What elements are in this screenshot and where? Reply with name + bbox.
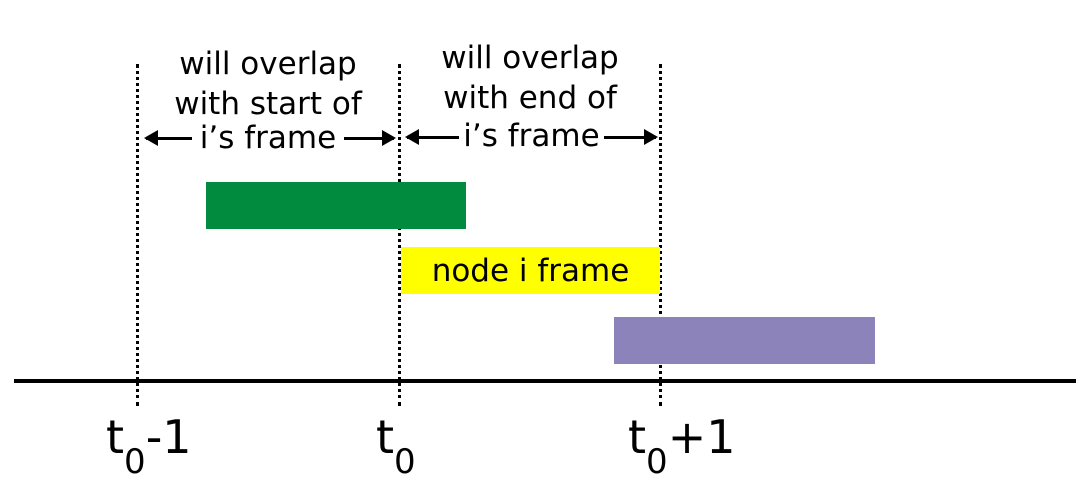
marker-line-t0-plus-1 bbox=[659, 64, 662, 406]
tick-label-t0-minus-1: t0-1 bbox=[106, 414, 192, 479]
right-region-line1: will overlap bbox=[441, 40, 619, 76]
tick-base: t bbox=[376, 410, 395, 464]
node-i-frame-label: node i frame bbox=[431, 252, 630, 289]
tick-label-t0-plus-1: t0+1 bbox=[628, 414, 736, 479]
node-i-frame-bar: node i frame bbox=[401, 247, 660, 294]
left-region-line3: i’s frame bbox=[199, 120, 337, 156]
tick-subscript: 0 bbox=[646, 442, 668, 482]
left-pointing-arrow bbox=[144, 130, 192, 146]
marker-line-t0-minus-1 bbox=[136, 64, 139, 406]
time-axis bbox=[14, 379, 1076, 383]
tick-subscript: 0 bbox=[124, 442, 146, 482]
left-region-line1: will overlap bbox=[179, 46, 357, 82]
marker-line-t0 bbox=[398, 64, 401, 406]
next-frame-bar bbox=[614, 317, 875, 364]
right-region-text: will overlap with end of bbox=[412, 38, 648, 118]
tick-suffix: +1 bbox=[667, 410, 736, 464]
left-region-line2: with start of bbox=[174, 86, 362, 122]
tick-subscript: 0 bbox=[394, 442, 416, 482]
right-region-line3: i’s frame bbox=[463, 118, 600, 154]
tick-base: t bbox=[106, 410, 125, 464]
previous-frame-bar bbox=[206, 182, 466, 229]
tick-label-t0: t0 bbox=[376, 414, 416, 479]
tick-base: t bbox=[628, 410, 647, 464]
tick-suffix: -1 bbox=[145, 410, 192, 464]
left-region-text: will overlap with start of bbox=[150, 44, 386, 124]
right-region-line2: with end of bbox=[443, 80, 617, 116]
right-pointing-arrow bbox=[604, 129, 658, 145]
right-pointing-arrow bbox=[344, 130, 396, 146]
left-pointing-arrow bbox=[405, 129, 459, 145]
